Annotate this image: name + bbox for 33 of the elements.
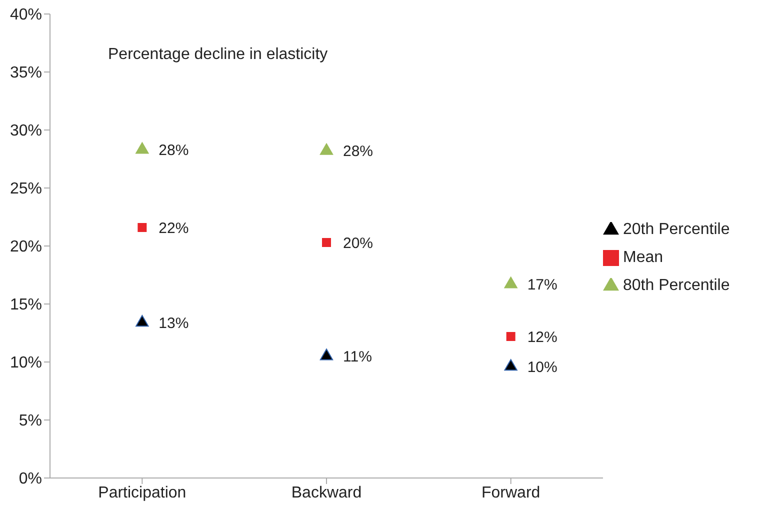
legend-label: Mean — [623, 249, 664, 266]
point — [136, 315, 149, 327]
y-tick-label: 30% — [10, 122, 42, 140]
point — [136, 142, 149, 154]
y-tick-label: 25% — [10, 180, 42, 198]
legend-label: 80th Percentile — [623, 277, 730, 294]
y-tick-label: 5% — [18, 412, 42, 430]
data-label: 11% — [343, 348, 372, 366]
point — [504, 276, 518, 288]
data-label: 28% — [343, 143, 374, 160]
y-tick-label: 15% — [10, 296, 42, 314]
data-label: 28% — [158, 142, 189, 160]
data-label: 12% — [527, 328, 558, 346]
x-tick-label: Backward — [291, 484, 362, 502]
point — [138, 222, 147, 232]
data-label: 10% — [527, 358, 558, 376]
y-tick-label: 20% — [10, 238, 42, 256]
data-label: 13% — [158, 314, 189, 332]
data-label: 17% — [527, 276, 558, 294]
point — [504, 359, 518, 371]
data-label: 20% — [343, 234, 374, 252]
x-tick-label: Forward — [481, 484, 540, 502]
point — [320, 143, 334, 155]
data-label: 22% — [158, 220, 189, 237]
text: Percentage decline in elasticity — [108, 46, 328, 64]
legend-label: 20th Percentile — [623, 221, 730, 238]
y-tick-label: 0% — [18, 470, 42, 488]
x-tick-label: Participation — [98, 484, 186, 502]
y-tick-label: 35% — [10, 64, 42, 82]
point — [506, 332, 516, 341]
y-tick-label: 10% — [10, 354, 42, 372]
y-tick-label: 40% — [10, 6, 42, 24]
point — [320, 348, 334, 360]
